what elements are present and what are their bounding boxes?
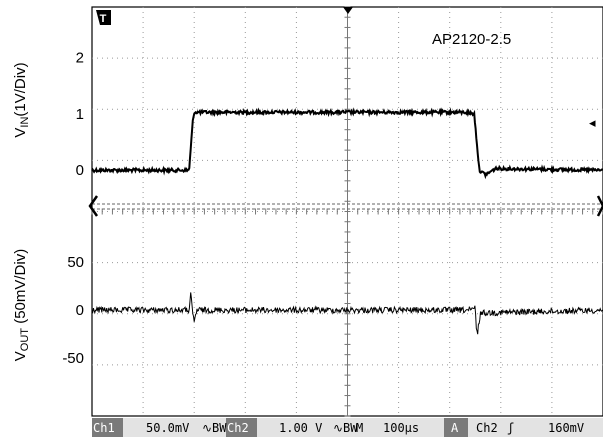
y-tick-label: 0 [76,162,84,179]
y-tick-label: -50 [62,350,84,367]
trigger-mode: A [451,421,459,435]
trigger-source: Ch2 [476,421,498,435]
graticule [91,6,603,417]
trigger-marker: T [96,10,111,25]
ch2-label: Ch2 [227,421,249,435]
top-tick-labels: 0 1 2 [76,50,84,180]
y-tick-label: 50 [67,254,84,271]
ch2-coupling: ∿BW [333,421,358,435]
y-tick-label: 2 [76,50,84,67]
left-break-mark [88,195,99,217]
y-tick-label: 1 [76,106,84,123]
trigger-level-arrow-icon: ◂ [589,116,596,131]
vin-trace [91,107,603,180]
ch1-scale: 50.0mV [146,421,189,435]
timebase-label: M [356,421,363,435]
trigger-level: 160mV [548,421,584,435]
device-annotation: AP2120-2.5 [432,31,511,48]
status-bar: Ch1 50.0mV ∿BW Ch2 1.00 V ∿BW M 100µs A … [92,418,603,437]
ch1-coupling: ∿BW [202,421,227,435]
bottom-tick-labels: -50 0 50 [62,254,84,367]
y-tick-label: 0 [76,302,84,319]
timebase-value: 100µs [383,421,419,435]
panel-divider [88,195,603,217]
vout-trace [91,292,603,335]
vout-axis-title: VOUT (50mV/Div) [12,249,31,361]
trigger-position-marker [343,7,353,14]
trigger-slope-icon: ʃ [507,421,514,435]
ch1-label: Ch1 [93,421,115,435]
vin-axis-title: VIN(1V/Div) [12,62,31,137]
ch2-scale: 1.00 V [279,421,322,435]
right-break-mark [596,195,603,217]
trigger-marker-letter: T [100,13,107,25]
